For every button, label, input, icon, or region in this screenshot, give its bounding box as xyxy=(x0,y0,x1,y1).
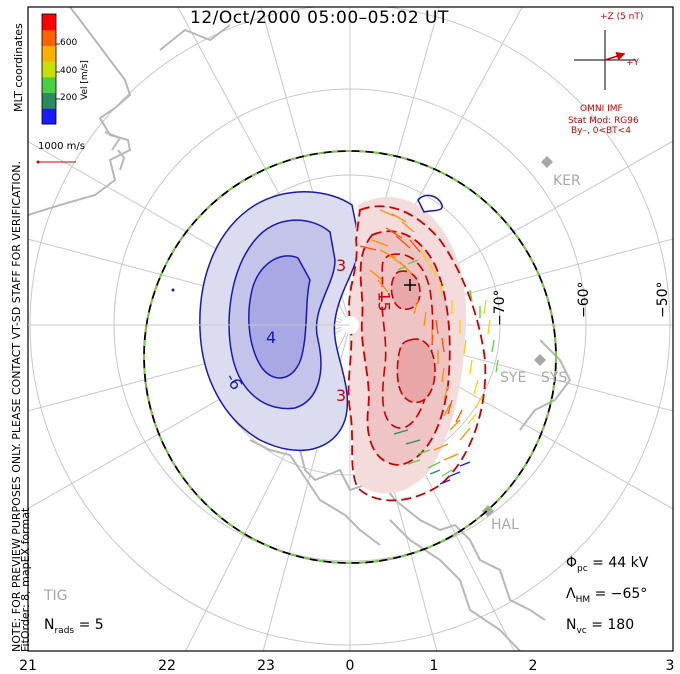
hm-boundary xyxy=(143,150,557,564)
contour-label-15: 15 xyxy=(374,291,394,312)
colorbar-segment xyxy=(42,45,56,62)
colorbar-label: Vel [m/s] xyxy=(80,60,90,100)
colorbar-segment xyxy=(42,76,56,94)
imf-y-label: +Y xyxy=(626,58,640,68)
lat-tick-60: −60° xyxy=(576,281,592,318)
stat-n-vc: Nvc = 180 xyxy=(566,617,635,636)
station-sye: SYE xyxy=(500,370,527,386)
coastline xyxy=(28,7,572,651)
station-hal: HAL xyxy=(491,517,519,533)
imf-dial xyxy=(574,30,636,90)
station-ker: KER xyxy=(553,173,581,189)
plot-title: 12/Oct/2000 05:00–05:02 UT xyxy=(190,8,449,28)
colorbar-segment xyxy=(42,14,56,31)
imf-z-label: +Z (5 nT) xyxy=(600,12,644,22)
coordinates-note: MLT coordinates xyxy=(12,23,25,112)
velocity-reference-label: 1000 m/s xyxy=(38,141,85,152)
mlt-tick-3: 3 xyxy=(665,658,675,674)
contour-label-3-bottom: 3 xyxy=(336,386,347,405)
colorbar-segment xyxy=(42,108,56,125)
colorbar-segment xyxy=(42,61,56,78)
colorbar-tick-400: 400 xyxy=(60,66,78,76)
imf-model: Stat Mod: RG96 xyxy=(568,116,639,126)
plot-frame xyxy=(27,6,674,652)
mlt-tick-0: 0 xyxy=(345,658,355,674)
stat-lambda-hm: ΛHM = −65° xyxy=(566,586,648,605)
positive-potential-cell xyxy=(347,197,487,502)
fit-order-note: FitOrder: 8, mapEX format xyxy=(19,507,32,652)
stat-phi-pc: Φpc = 44 kV xyxy=(566,555,649,574)
lat-tick-70: −70° xyxy=(492,289,508,326)
imf-source: OMNI IMF xyxy=(580,104,623,114)
lat-tick-50: −50° xyxy=(655,281,671,318)
colorbar-segment xyxy=(42,92,56,109)
negative-potential-cell xyxy=(199,191,360,452)
small-negative-contour xyxy=(417,194,443,213)
station-markers xyxy=(482,156,553,517)
colorbar xyxy=(42,14,56,125)
colorbar-tick-600: 600 xyxy=(60,38,78,48)
velocity-vectors xyxy=(359,209,499,485)
colorbar-segment xyxy=(42,29,56,46)
station-tig: TIG xyxy=(44,588,68,604)
contour-label-4: 4 xyxy=(266,328,277,347)
mlt-tick-21: 21 xyxy=(19,658,37,674)
mlt-tick-23: 23 xyxy=(257,658,275,674)
imf-condition: By–, 0<BT<4 xyxy=(571,126,631,136)
contour-label-3-top: 3 xyxy=(336,256,347,275)
mlt-tick-2: 2 xyxy=(528,658,538,674)
colorbar-tick-200: 200 xyxy=(60,93,78,103)
mlt-tick-1: 1 xyxy=(429,658,439,674)
station-sys: SYS xyxy=(541,370,568,386)
stat-n-rads: Nrads = 5 xyxy=(44,617,104,636)
potential-max-marker xyxy=(404,279,416,291)
mlt-tick-22: 22 xyxy=(158,658,176,674)
